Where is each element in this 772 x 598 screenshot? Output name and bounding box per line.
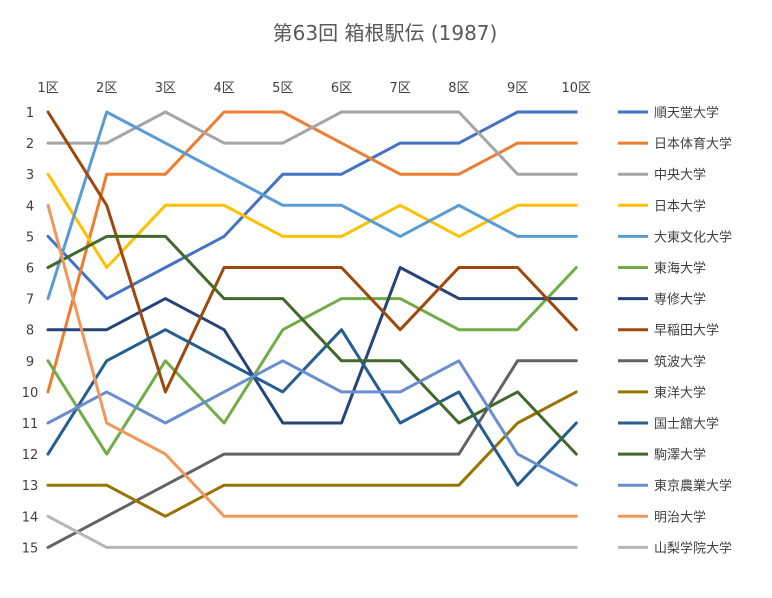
legend-label: 順天堂大学 (654, 105, 719, 121)
x-tick-label: 3区 (155, 81, 176, 96)
x-tick-label: 10区 (562, 81, 592, 96)
legend-label: 東洋大学 (654, 385, 706, 401)
y-tick-label: 13 (22, 479, 39, 494)
legend-label: 東京農業大学 (654, 478, 732, 494)
legend-label: 中央大学 (654, 167, 706, 183)
x-tick-label: 1区 (37, 81, 58, 96)
series-lines (46, 110, 578, 549)
y-tick-label: 2 (26, 137, 34, 152)
y-tick-label: 15 (22, 541, 39, 556)
chart-title: 第63回 箱根駅伝 (1987) (273, 21, 498, 45)
series-line (46, 110, 578, 394)
y-tick-label: 11 (22, 417, 39, 432)
series-line (46, 203, 578, 518)
x-tick-label: 8区 (448, 81, 469, 96)
legend-label: 国士舘大学 (654, 416, 719, 432)
y-tick-label: 9 (26, 355, 34, 370)
legend-label: 専修大学 (654, 292, 706, 308)
x-tick-label: 9区 (507, 81, 528, 96)
legend-label: 筑波大学 (654, 354, 706, 370)
legend-label: 日本大学 (654, 198, 706, 214)
series-line (46, 266, 578, 425)
x-axis-tick-labels: 1区 2区 3区 4区 5区 6区 7区 8区 9区 10区 (37, 81, 591, 96)
y-tick-label: 5 (26, 230, 34, 245)
series-line (46, 110, 578, 301)
series-line (46, 110, 578, 301)
legend-label: 明治大学 (654, 509, 706, 525)
y-tick-label: 7 (26, 293, 34, 308)
y-tick-label: 6 (26, 262, 34, 277)
legend-label: 駒澤大学 (654, 447, 706, 463)
legend-label: 早稲田大学 (654, 323, 719, 339)
y-tick-label: 4 (26, 199, 34, 214)
series-line (46, 390, 578, 518)
y-tick-label: 3 (26, 168, 34, 183)
x-tick-label: 4区 (213, 81, 234, 96)
x-tick-label: 6区 (331, 81, 352, 96)
y-tick-label: 1 (26, 106, 34, 121)
legend-label: 大東文化大学 (654, 229, 732, 245)
y-tick-label: 10 (22, 386, 39, 401)
y-tick-label: 8 (26, 324, 34, 339)
y-tick-label: 14 (22, 510, 39, 525)
x-tick-label: 5区 (272, 81, 293, 96)
series-line (46, 514, 578, 549)
legend-label: 日本体育大学 (654, 136, 732, 152)
legend-label: 東海大学 (654, 261, 706, 277)
x-tick-label: 2区 (96, 81, 117, 96)
legend: 順天堂大学日本体育大学中央大学日本大学大東文化大学東海大学専修大学早稲田大学筑波… (618, 105, 732, 556)
series-line (46, 359, 578, 487)
y-tick-label: 12 (22, 448, 39, 463)
series-line (46, 328, 578, 487)
legend-label: 山梨学院大学 (654, 540, 732, 556)
x-tick-label: 7区 (390, 81, 411, 96)
